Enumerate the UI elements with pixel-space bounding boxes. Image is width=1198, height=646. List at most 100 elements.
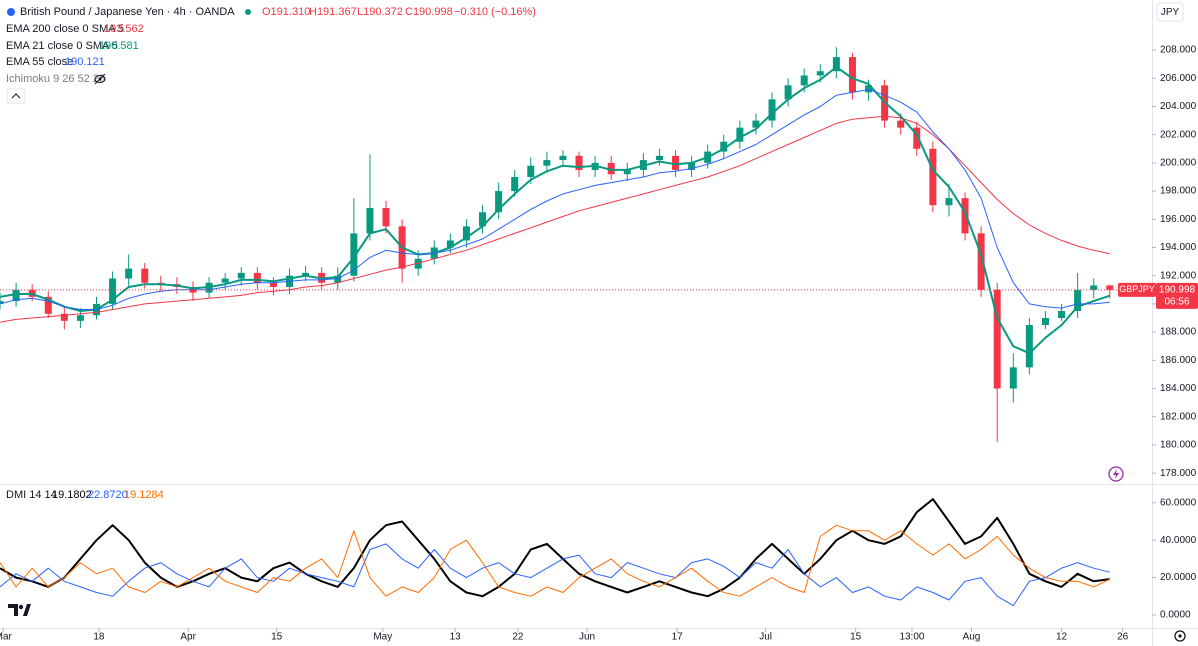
y-tick-label: 186.000	[1160, 355, 1197, 366]
legend-value: 22.8720	[88, 489, 128, 501]
candle-body	[720, 141, 728, 152]
x-tick-label: 13:00	[899, 632, 924, 643]
legend-value: 190.581	[99, 40, 139, 52]
y-tick-label: 182.000	[1160, 411, 1197, 422]
indicator-line	[0, 543, 1110, 607]
candle-body	[784, 85, 792, 100]
x-tick-label: May	[373, 632, 392, 643]
y-tick-label: 188.000	[1160, 327, 1197, 338]
y-tick-label: 198.000	[1160, 186, 1197, 197]
candle-body	[221, 278, 229, 283]
y-tick-label: 0.0000	[1160, 610, 1191, 621]
y-tick-label: 178.000	[1160, 468, 1197, 479]
y-tick-label: 20.0000	[1160, 572, 1197, 583]
y-tick-label: 202.000	[1160, 129, 1197, 140]
y-tick-label: 204.000	[1160, 101, 1197, 112]
candle-body	[1058, 310, 1066, 319]
candle-body	[527, 165, 535, 177]
candle-body	[1106, 285, 1114, 290]
candle-body	[752, 120, 760, 128]
candle-body	[334, 275, 342, 283]
x-tick-label: Apr	[180, 632, 196, 643]
y-tick-label: 206.000	[1160, 73, 1197, 84]
x-tick-label: Aug	[963, 632, 981, 643]
candle-body	[832, 57, 840, 72]
price-pane	[0, 47, 1114, 443]
candle-body	[688, 162, 696, 170]
ohlc-low: L190.372	[357, 6, 403, 18]
candle-body	[350, 233, 358, 276]
legend-value: 19.1802	[52, 489, 92, 501]
candle-body	[414, 258, 422, 269]
hidden-eye-icon[interactable]	[94, 73, 106, 85]
candle-body	[736, 127, 744, 142]
candle-body	[929, 148, 937, 206]
candle-body	[800, 75, 808, 86]
symbol-tag	[1118, 282, 1156, 297]
settings-button[interactable]	[1174, 630, 1186, 642]
price-tag-label: 190.998	[1159, 284, 1196, 295]
chart-title: British Pound / Japanese Yen · 4h · OAND…	[20, 6, 235, 18]
candle-body	[1074, 289, 1082, 311]
logo[interactable]	[8, 604, 31, 616]
candle-body	[1090, 285, 1098, 290]
hidden-indicator[interactable]: Ichimoku 9 26 52 26	[6, 73, 105, 85]
candle-body	[961, 198, 969, 234]
dmi-title[interactable]: DMI 14 14	[6, 489, 57, 501]
candle-body	[672, 155, 680, 170]
y-tick-label: 184.000	[1160, 383, 1197, 394]
legend-value: 193.562	[104, 23, 144, 35]
candle-body	[269, 282, 277, 287]
candle-body	[253, 272, 261, 283]
candle-body	[768, 99, 776, 121]
x-tick-label: 26	[1117, 632, 1129, 643]
candle-body	[125, 268, 133, 279]
candle-body	[1041, 318, 1049, 326]
candle-body	[607, 162, 615, 175]
candle-body	[302, 272, 310, 276]
legend-name[interactable]: EMA 55 close	[6, 56, 73, 68]
candle-body	[1025, 325, 1033, 368]
x-tick-label: 12	[1056, 632, 1068, 643]
indicator-line	[0, 115, 1110, 323]
candle-body	[479, 212, 487, 227]
candle-body	[60, 313, 68, 321]
currency-button[interactable]: JPY	[1156, 2, 1184, 22]
alert-icon[interactable]	[1108, 466, 1124, 482]
candle-body	[237, 272, 245, 279]
price-tag	[1156, 282, 1198, 309]
legend-name[interactable]: EMA 21 close 0 SMA 5	[6, 40, 118, 52]
candle-body	[865, 85, 873, 93]
candle-body	[382, 208, 390, 227]
candle-body	[543, 160, 551, 166]
candle-body	[44, 296, 52, 314]
x-tick-label: Mar	[0, 632, 12, 643]
candle-body	[848, 57, 856, 93]
candle-body	[559, 155, 567, 161]
candle-body	[0, 301, 4, 304]
y-tick-label: 194.000	[1160, 242, 1197, 253]
x-tick-label: 17	[672, 632, 684, 643]
x-tick-label: 15	[271, 632, 283, 643]
x-tick-label: 13	[450, 632, 462, 643]
x-tick-label: 18	[93, 632, 105, 643]
candle-body	[495, 191, 503, 213]
candle-body	[623, 169, 631, 175]
currency: JPY	[1161, 7, 1180, 18]
y-tick-label: 192.000	[1160, 270, 1197, 281]
collapse-legend-button[interactable]	[6, 88, 26, 104]
x-tick-label: 15	[850, 632, 862, 643]
candle-body	[76, 315, 84, 321]
indicator-line	[0, 66, 1111, 355]
candle-body	[446, 240, 454, 248]
legend-value: 19.1284	[124, 489, 164, 501]
legend-name[interactable]: EMA 200 close 0 SMA 5	[6, 23, 124, 35]
symbol-icon	[7, 8, 15, 16]
ohlc-open: O191.310	[262, 6, 310, 18]
y-tick-label: 200.000	[1160, 158, 1197, 169]
legend-value: 190.121	[65, 56, 105, 68]
candle-body	[366, 208, 374, 234]
